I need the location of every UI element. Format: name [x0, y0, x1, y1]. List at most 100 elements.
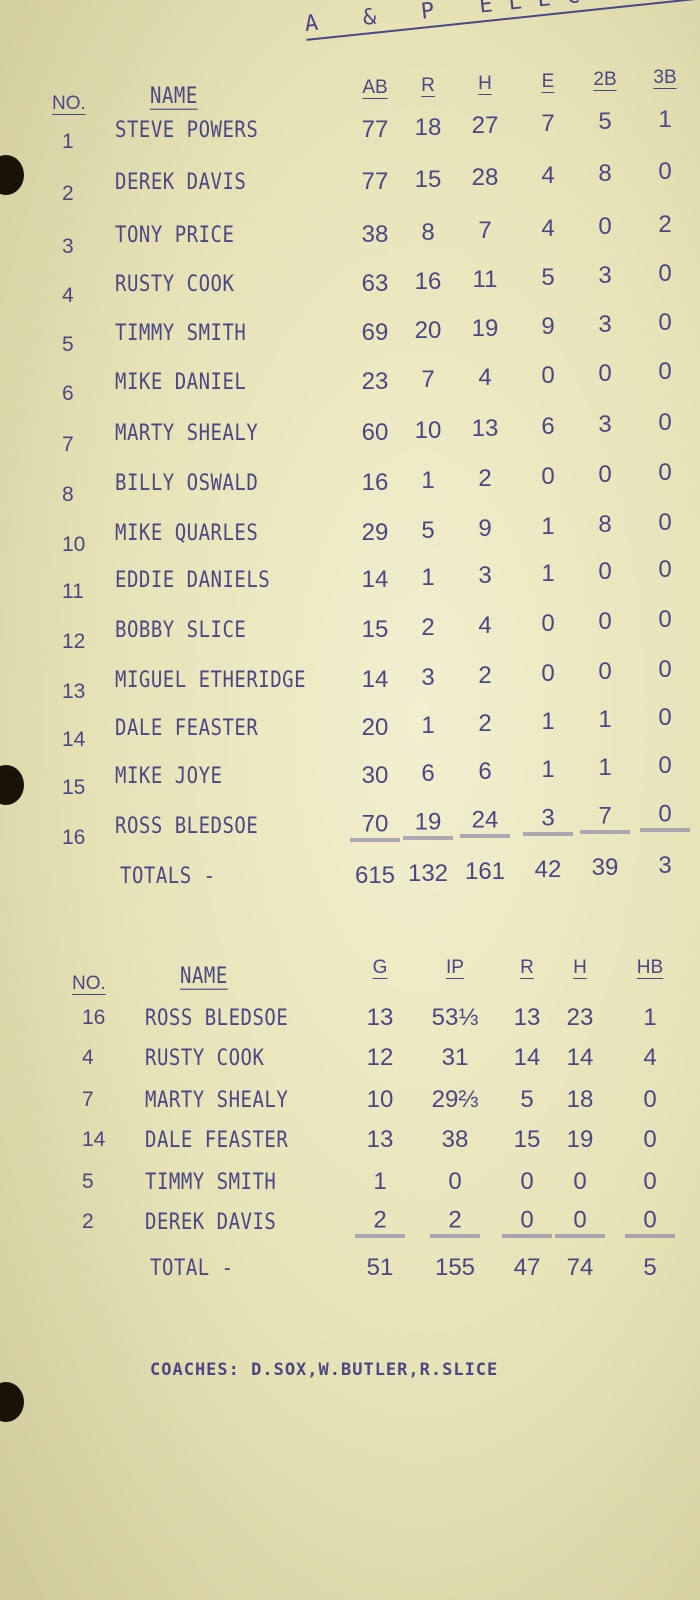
player-name: ROSS BLEDSOE	[115, 813, 259, 839]
stat-h: 13	[471, 415, 499, 442]
stat-h: 4	[478, 612, 492, 639]
stat-h: 2	[478, 662, 492, 689]
player-name: TONY PRICE	[115, 222, 235, 248]
total-2b: 39	[591, 854, 619, 881]
header-no: NO.	[72, 973, 106, 994]
stat-2b: 0	[598, 608, 612, 635]
stat-r: 13	[513, 1004, 541, 1031]
row-number: 1	[62, 130, 74, 153]
binder-hole	[0, 1382, 24, 1422]
coaches-line: COACHES: D.SOX,W.BUTLER,R.SLICE	[150, 1360, 499, 1380]
stat-h: 14	[566, 1044, 594, 1071]
stat-r: 20	[414, 317, 442, 344]
stat-h: 6	[478, 758, 492, 785]
stat-2b: 0	[598, 558, 612, 585]
team-title: A & P ELEC	[303, 0, 700, 41]
stat-ab: 29	[361, 519, 389, 546]
row-number: 16	[62, 826, 86, 849]
stat-e: 7	[541, 110, 555, 137]
stat-hb: 0	[643, 1126, 657, 1153]
stat-h: 4	[478, 364, 492, 391]
stat-3b: 0	[658, 358, 672, 385]
stat-ab: 70	[350, 811, 400, 842]
stat-r: 15	[513, 1126, 541, 1153]
stat-2b: 5	[598, 108, 612, 135]
row-number: 13	[62, 680, 86, 703]
stat-r: 0	[502, 1207, 552, 1238]
stat-3b: 0	[658, 409, 672, 436]
stat-3b: 0	[658, 459, 672, 486]
stat-2b: 3	[598, 262, 612, 289]
header-g: G	[372, 957, 388, 978]
player-name: MIKE DANIEL	[115, 369, 247, 395]
row-number: 5	[82, 1170, 94, 1193]
header-3b: 3B	[653, 67, 677, 88]
stat-ip: 53⅓	[431, 1004, 479, 1031]
stat-2b: 3	[598, 411, 612, 438]
stat-ip: 31	[441, 1044, 469, 1071]
stat-e: 6	[541, 413, 555, 440]
total-ip: 155	[434, 1254, 476, 1281]
row-number: 11	[62, 580, 84, 603]
player-name: STEVE POWERS	[115, 117, 259, 143]
stat-h: 3	[478, 562, 492, 589]
stat-ip: 38	[441, 1126, 469, 1153]
stat-e: 4	[541, 215, 555, 242]
player-name: MARTY SHEALY	[145, 1087, 289, 1113]
player-name: DALE FEASTER	[115, 715, 259, 741]
stat-ab: 77	[361, 116, 389, 143]
stat-h: 0	[573, 1168, 587, 1195]
stat-ab: 20	[361, 714, 389, 741]
stat-hb: 0	[643, 1168, 657, 1195]
stat-e: 0	[541, 463, 555, 490]
player-name: MIKE JOYE	[115, 763, 223, 789]
header-ab: AB	[362, 77, 388, 98]
stat-r: 10	[414, 417, 442, 444]
stat-ip: 2	[430, 1207, 480, 1238]
row-number: 15	[62, 776, 86, 799]
stat-ip: 0	[448, 1168, 462, 1195]
stat-ab: 23	[361, 368, 389, 395]
player-name: DEREK DAVIS	[115, 169, 247, 195]
stat-hb: 1	[643, 1004, 657, 1031]
player-name: DALE FEASTER	[145, 1127, 289, 1153]
stat-3b: 0	[658, 704, 672, 731]
totals-label: TOTALS -	[120, 863, 216, 889]
stat-ab: 63	[361, 270, 389, 297]
header-ip: IP	[446, 957, 464, 978]
row-number: 14	[82, 1128, 106, 1151]
stat-g: 13	[366, 1004, 394, 1031]
stat-r: 18	[414, 114, 442, 141]
total-hb: 5	[643, 1254, 657, 1281]
row-number: 16	[82, 1006, 106, 1029]
total-r: 132	[407, 860, 449, 887]
stat-3b: 0	[658, 656, 672, 683]
player-name: TIMMY SMITH	[115, 320, 247, 346]
stat-3b: 0	[640, 801, 690, 832]
total-h: 161	[464, 858, 506, 885]
stat-g: 2	[355, 1207, 405, 1238]
stat-3b: 0	[658, 752, 672, 779]
stat-r: 5	[520, 1086, 534, 1113]
header-2b: 2B	[593, 69, 617, 90]
stat-e: 5	[541, 264, 555, 291]
total-g: 51	[366, 1254, 394, 1281]
stat-r: 5	[421, 517, 435, 544]
total-r: 47	[513, 1254, 541, 1281]
stat-e: 0	[541, 362, 555, 389]
stat-ab: 38	[361, 221, 389, 248]
stat-h: 19	[566, 1126, 594, 1153]
stat-ab: 60	[361, 419, 389, 446]
stat-2b: 1	[598, 754, 612, 781]
row-number: 6	[62, 382, 74, 405]
stat-3b: 1	[658, 106, 672, 133]
stat-2b: 0	[598, 360, 612, 387]
stat-e: 1	[541, 756, 555, 783]
stat-ab: 30	[361, 762, 389, 789]
stat-ab: 77	[361, 168, 389, 195]
header-h: H	[478, 73, 492, 94]
stat-2b: 0	[598, 461, 612, 488]
row-number: 5	[62, 333, 74, 356]
stat-ab: 15	[361, 616, 389, 643]
row-number: 3	[62, 235, 74, 258]
